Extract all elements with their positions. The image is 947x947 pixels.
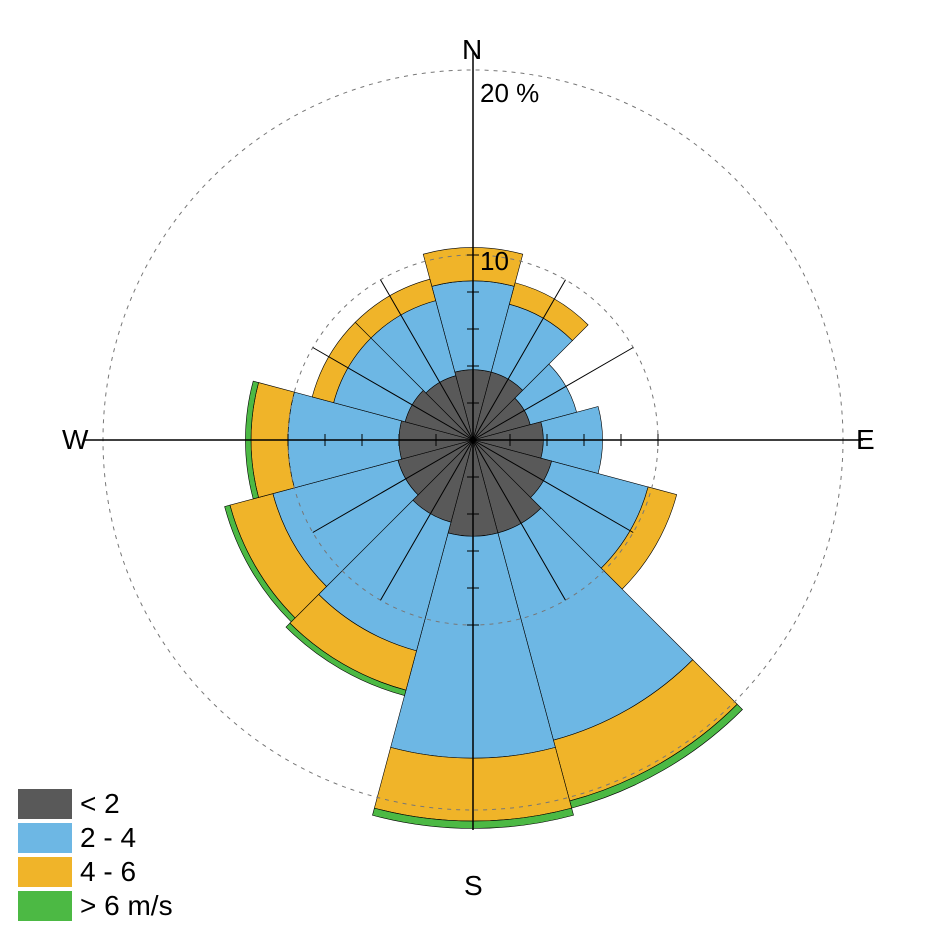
south-label: S	[464, 870, 483, 902]
legend-label: 4 - 6	[80, 856, 136, 888]
north-label: N	[462, 34, 482, 66]
legend: < 2 2 - 4 4 - 6 > 6 m/s	[18, 786, 173, 922]
east-label: E	[856, 424, 875, 456]
legend-swatch	[18, 891, 72, 921]
legend-item-gt6: > 6 m/s	[18, 890, 173, 922]
legend-item-2-4: 2 - 4	[18, 822, 173, 854]
legend-swatch	[18, 857, 72, 887]
west-label: W	[62, 424, 88, 456]
legend-label: < 2	[80, 788, 120, 820]
ring-label-10: 10	[480, 246, 509, 277]
legend-item-lt2: < 2	[18, 788, 173, 820]
legend-label: 2 - 4	[80, 822, 136, 854]
legend-item-4-6: 4 - 6	[18, 856, 173, 888]
ring-label-20: 20 %	[480, 78, 539, 109]
legend-swatch	[18, 823, 72, 853]
legend-label: > 6 m/s	[80, 890, 173, 922]
legend-swatch	[18, 789, 72, 819]
